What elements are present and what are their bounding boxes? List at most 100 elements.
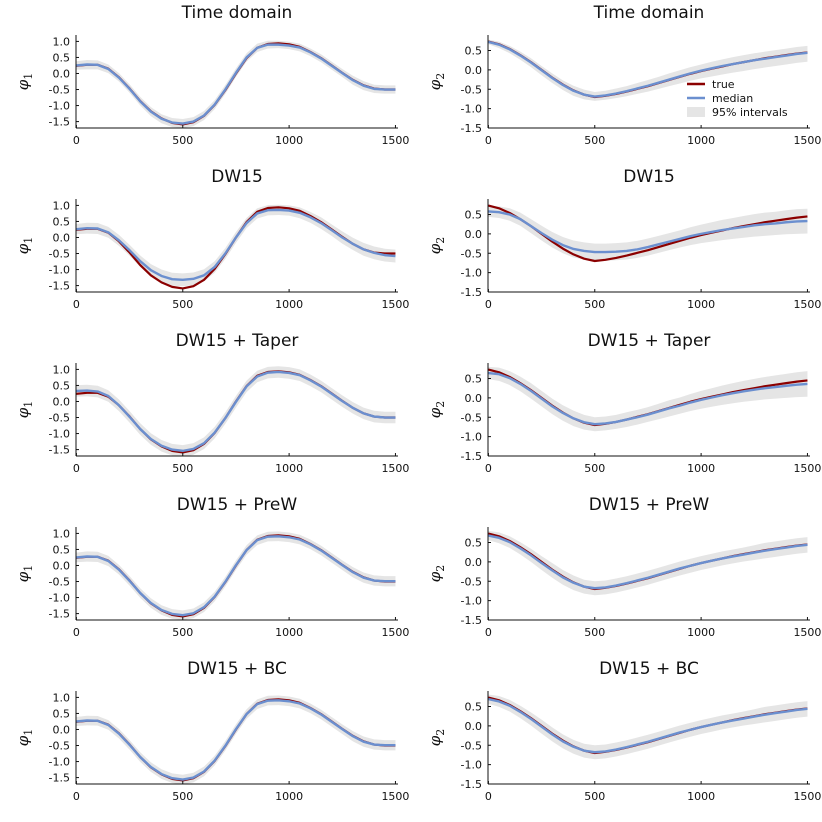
y-axis-label-subscript: 2	[434, 237, 447, 244]
y-tick-label: -1.0	[461, 267, 482, 280]
panel-3-1: DW15 + Taper φ1 1.0 0.5 0.0 -0.5 -1.0 -1.50 500 1…	[14, 331, 409, 475]
y-tick-label: 1.0	[53, 363, 71, 376]
panel-5-1: DW15 + BC φ1 1.0 0.5 0.0 -0.5 -1.0 -1.50 500 1000…	[14, 659, 409, 803]
x-tick-label: 1500	[381, 134, 409, 147]
y-tick-label: -1.0	[49, 756, 70, 769]
y-tick-label: 0.0	[53, 67, 71, 80]
y-axis-label-subscript: 1	[22, 729, 35, 736]
y-axis-label-symbol: φ	[426, 571, 444, 582]
x-tick-label: 1500	[793, 134, 821, 147]
y-tick-label: -1.0	[461, 595, 482, 608]
legend-swatch-band	[687, 107, 705, 117]
panel-5-2: DW15 + BC φ2 0.5 0.0 -0.5 -1.0 -1.50 500 1000 150…	[426, 659, 821, 803]
y-tick-label: -1.5	[49, 280, 70, 293]
series-line-median	[488, 697, 808, 754]
interval-band	[488, 205, 808, 261]
y-axis-label: φ1	[14, 401, 35, 419]
interval-band	[76, 204, 396, 287]
series-line-median	[488, 210, 808, 254]
x-tick-label: 1000	[687, 626, 715, 639]
y-tick-label: -1.5	[49, 444, 70, 457]
x-tick-label: 1000	[275, 790, 303, 803]
y-tick-label: -1.0	[49, 592, 70, 605]
panel-title: DW15 + Taper	[588, 331, 711, 351]
legend-label: true	[712, 78, 735, 91]
y-tick-label: 0.5	[465, 537, 483, 550]
panel-title: DW15 + Taper	[176, 331, 299, 351]
x-tick-label: 1500	[381, 298, 409, 311]
panel-title: DW15	[623, 167, 675, 187]
y-tick-label: -1.0	[49, 100, 70, 113]
y-tick-label: 0.5	[465, 701, 483, 714]
y-tick-label: 0.5	[53, 707, 71, 720]
y-tick-label: 1.0	[53, 35, 71, 48]
series-line-median	[76, 699, 396, 781]
y-axis-label-symbol: φ	[426, 407, 444, 418]
panel-title: Time domain	[181, 3, 293, 23]
y-axis-label-subscript: 2	[434, 729, 447, 736]
panel-1-2: Time domain φ2 0.5 0.0 -0.5 -1.0 -1.50 500 1000 1…	[426, 3, 821, 147]
x-tick-label: 1500	[793, 462, 821, 475]
y-tick-label: 0.0	[465, 228, 483, 241]
x-tick-label: 500	[172, 462, 193, 475]
y-axis-label-subscript: 2	[434, 73, 447, 80]
x-tick-label: 0	[73, 790, 80, 803]
y-tick-label: 0.5	[53, 379, 71, 392]
y-axis-label-symbol: φ	[426, 79, 444, 90]
x-tick-label: 1500	[793, 298, 821, 311]
y-axis-label-subscript: 1	[22, 565, 35, 572]
x-tick-label: 0	[485, 462, 492, 475]
panel-title: DW15 + PreW	[177, 495, 298, 515]
series-line-median	[488, 40, 808, 98]
y-tick-label: 0.0	[53, 559, 71, 572]
x-tick-label: 0	[73, 462, 80, 475]
y-axis-label: φ2	[426, 401, 447, 419]
x-tick-label: 500	[172, 134, 193, 147]
y-tick-label: -1.5	[49, 116, 70, 129]
panel-title: DW15 + PreW	[589, 495, 710, 515]
y-tick-label: 0.0	[53, 395, 71, 408]
x-tick-label: 500	[584, 134, 605, 147]
y-tick-label: -0.5	[49, 740, 70, 753]
x-tick-label: 0	[485, 626, 492, 639]
series-line-median	[76, 535, 396, 617]
y-axis-label: φ2	[426, 237, 447, 255]
interval-band	[488, 530, 808, 596]
x-tick-label: 500	[584, 298, 605, 311]
y-tick-label: 0.0	[53, 231, 71, 244]
y-axis-label: φ2	[426, 729, 447, 747]
y-tick-label: -1.5	[461, 614, 482, 627]
y-axis-label-symbol: φ	[426, 243, 444, 254]
series-line-median	[488, 371, 808, 426]
x-tick-label: 500	[584, 626, 605, 639]
y-tick-label: 0.0	[465, 720, 483, 733]
x-tick-label: 500	[172, 790, 193, 803]
y-tick-label: 0.5	[465, 373, 483, 386]
y-axis-label-symbol: φ	[14, 571, 32, 582]
panel-4-2: DW15 + PreW φ2 0.5 0.0 -0.5 -1.0 -1.50 500 1000 1…	[426, 495, 821, 639]
x-tick-label: 1500	[381, 790, 409, 803]
y-axis-label-symbol: φ	[426, 735, 444, 746]
y-tick-label: 0.0	[465, 64, 483, 77]
y-tick-label: -1.5	[49, 608, 70, 621]
x-tick-label: 0	[485, 790, 492, 803]
x-tick-label: 1500	[793, 790, 821, 803]
series-line-true	[76, 206, 396, 290]
y-axis-label: φ2	[426, 565, 447, 583]
x-tick-label: 1000	[275, 626, 303, 639]
x-tick-label: 1500	[381, 626, 409, 639]
panel-title: DW15 + BC	[187, 659, 287, 679]
y-tick-label: 0.5	[465, 45, 483, 58]
x-tick-label: 1000	[275, 298, 303, 311]
series-line-median	[76, 370, 396, 453]
y-tick-label: -0.5	[461, 83, 482, 96]
x-tick-label: 0	[73, 626, 80, 639]
panel-title: DW15 + BC	[599, 659, 699, 679]
y-tick-label: 0.5	[53, 215, 71, 228]
y-axis-label: φ1	[14, 729, 35, 747]
y-tick-label: -1.0	[461, 759, 482, 772]
y-axis-label-subscript: 1	[22, 401, 35, 408]
y-tick-label: 0.0	[465, 392, 483, 405]
x-tick-label: 1000	[687, 298, 715, 311]
